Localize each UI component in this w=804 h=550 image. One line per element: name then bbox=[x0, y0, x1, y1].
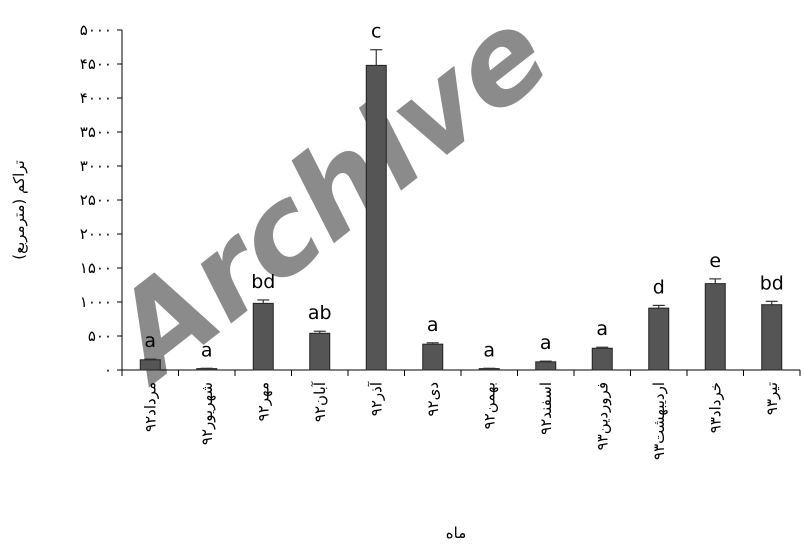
y-tick-label: ۰ bbox=[104, 361, 112, 379]
bar bbox=[139, 359, 161, 371]
significance-letter: a bbox=[540, 332, 552, 354]
x-tick-label: آذر۹۲ bbox=[367, 381, 385, 416]
y-tick-label: ۲۵۰۰ bbox=[80, 191, 112, 209]
y-tick-label: ۵۰۰۰ bbox=[80, 21, 112, 39]
significance-letter: bd bbox=[760, 272, 784, 294]
y-tick-label: ۳۰۰۰ bbox=[80, 157, 112, 175]
significance-letter: ab bbox=[308, 302, 332, 324]
bar bbox=[535, 361, 557, 371]
x-tick-label: خرداد۹۳ bbox=[706, 382, 724, 433]
chart-marks: ۰ ۵۰۰ ۱۰۰۰ ۱۵۰۰ ۲۰۰۰ ۲۵۰۰ ۳۰۰۰ ۳۵۰۰ ۴۰۰۰ ۴۵۰۰ ۵۰۰۰… bbox=[80, 21, 801, 460]
x-tick-label: مرداد۹۲ bbox=[141, 382, 159, 432]
significance-letter: a bbox=[144, 330, 156, 352]
x-tick-label: بهمن۹۲ bbox=[480, 382, 498, 429]
x-tick-label: آبان۹۲ bbox=[311, 381, 329, 422]
significance-letter: e bbox=[709, 250, 721, 272]
bar bbox=[761, 304, 783, 371]
significance-letter: bd bbox=[251, 271, 275, 293]
significance-letter: c bbox=[371, 21, 381, 43]
x-axis-title: ماه bbox=[446, 524, 466, 542]
bar bbox=[648, 307, 670, 371]
x-tick-label: تیر۹۳ bbox=[763, 382, 781, 415]
y-axis-title: تراکم (مترمربع) bbox=[10, 160, 28, 260]
significance-letter: a bbox=[483, 339, 495, 361]
significance-letter: d bbox=[653, 276, 665, 298]
bar bbox=[365, 64, 387, 371]
bar bbox=[252, 302, 274, 371]
x-tick-label: اردیبهشت۹۳ bbox=[650, 382, 668, 460]
bar bbox=[309, 332, 331, 371]
x-tick-label: فروردین۹۳ bbox=[593, 382, 611, 450]
bar bbox=[422, 343, 444, 371]
y-tick-label: ۴۰۰۰ bbox=[80, 89, 112, 107]
bar bbox=[704, 283, 726, 371]
y-tick-label: ۳۵۰۰ bbox=[80, 123, 112, 141]
x-tick-label: دی۹۲ bbox=[424, 382, 442, 417]
y-tick-label: ۵۰۰ bbox=[88, 327, 112, 345]
y-tick-label: ۱۵۰۰ bbox=[80, 259, 112, 277]
y-tick-label: ۲۰۰۰ bbox=[80, 225, 112, 243]
x-tick-label: اسفند۹۲ bbox=[537, 382, 555, 435]
y-tick-label: ۴۵۰۰ bbox=[80, 55, 112, 73]
x-tick-label: مهر۹۲ bbox=[254, 382, 272, 421]
significance-letter: a bbox=[596, 318, 608, 340]
significance-letter: a bbox=[427, 314, 439, 336]
x-tick-label: شهریور۹۲ bbox=[198, 382, 216, 445]
significance-letter: a bbox=[201, 339, 213, 361]
y-tick-label: ۱۰۰۰ bbox=[80, 293, 112, 311]
bar bbox=[591, 347, 613, 371]
